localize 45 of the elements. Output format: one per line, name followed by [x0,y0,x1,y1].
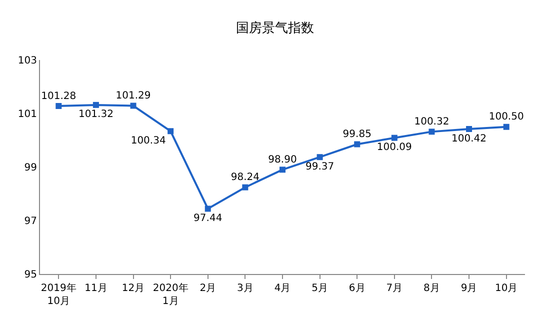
point [130,102,136,109]
x-tick-label: 2019年 10月 [40,282,76,307]
data-label: 100.50 [488,112,524,123]
point [428,128,435,135]
x-tick-label: 5月 [312,283,328,294]
data-label: 100.42 [452,133,487,144]
x-tick-label: 2月 [200,283,216,294]
y-tick-label: 97 [24,216,37,227]
data-label: 99.37 [305,161,334,172]
x-tick-label: 8月 [424,283,440,294]
y-tick-label: 101 [18,109,37,120]
y-tick-label: 95 [24,270,37,280]
data-label: 100.32 [414,116,450,128]
point [466,126,472,132]
data-label: 97.44 [194,212,222,224]
x-tick-label: 12月 [122,283,145,294]
point [204,206,211,212]
data-label: 101.29 [116,90,151,102]
data-label: 99.85 [342,129,372,140]
point [168,128,174,134]
y-tick-label: 99 [24,162,37,174]
point [56,103,62,110]
data-label: 101.28 [41,90,76,102]
point [354,141,360,148]
data-label: 101.32 [78,109,114,120]
point [503,124,510,130]
point [242,184,248,190]
y-tick-label: 103 [18,56,37,66]
point [280,166,286,173]
data-label: 98.90 [268,154,297,166]
x-tick-label: 7月 [386,283,403,294]
data-label: 98.24 [230,172,260,184]
data-label: 100.09 [376,142,412,154]
x-tick-label: 3月 [237,283,254,294]
point [391,134,398,141]
point [316,154,323,160]
data-label: 100.34 [130,135,166,146]
x-tick-label: 2020年 1月 [152,282,188,307]
point [92,102,99,108]
x-tick-label: 9月 [460,283,478,294]
x-tick-label: 11月 [84,283,108,294]
x-tick-label: 4月 [274,283,291,294]
chart-title: 国房景气指数 [236,20,314,36]
x-tick-label: 6月 [348,283,366,294]
x-tick-label: 10月 [494,283,518,294]
